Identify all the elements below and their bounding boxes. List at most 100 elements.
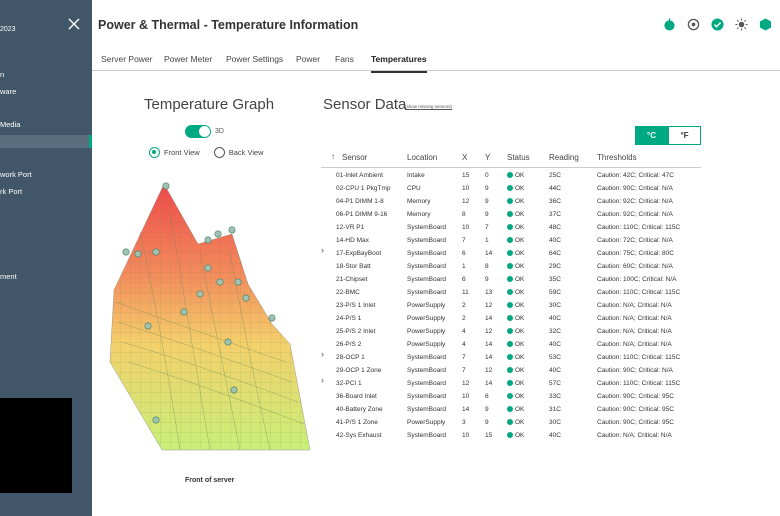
col-sensor[interactable]: Sensor bbox=[342, 153, 368, 162]
cell-y: 12 bbox=[485, 302, 493, 309]
table-row[interactable]: 21-Chipset SystemBoard 6 9 OK 35C Caution: 100… bbox=[321, 274, 701, 287]
cell-thresholds: Caution: 90C; Critical: N/A bbox=[597, 185, 673, 192]
sidebar-active-item[interactable] bbox=[0, 135, 92, 148]
table-row[interactable]: 25-P/S 2 Inlet PowerSupply 4 12 OK 32C Caution… bbox=[321, 326, 701, 339]
sort-up-icon[interactable]: ↑ bbox=[331, 152, 335, 161]
table-row[interactable]: 29-OCP 1 Zone SystemBoard 7 12 OK 40C Caution:… bbox=[321, 365, 701, 378]
table-row[interactable]: 41-P/S 1 Zone PowerSupply 3 9 OK 30C Caution: … bbox=[321, 417, 701, 430]
col-reading[interactable]: Reading bbox=[549, 153, 579, 162]
cell-status: OK bbox=[507, 406, 524, 413]
ok-status-icon bbox=[507, 224, 513, 230]
header-icons bbox=[662, 17, 772, 31]
table-row[interactable]: 18-Stor Batt SystemBoard 1 8 OK 29C Caution: 6… bbox=[321, 261, 701, 274]
table-row[interactable]: 40-Battery Zone SystemBoard 14 9 OK 31C Cautio… bbox=[321, 404, 701, 417]
table-row[interactable]: 26-P/S 2 PowerSupply 4 14 OK 40C Caution: N/A;… bbox=[321, 339, 701, 352]
tab-power-settings[interactable]: Power Settings bbox=[226, 54, 284, 64]
power-icon[interactable] bbox=[662, 17, 676, 31]
cell-y: 9 bbox=[485, 406, 489, 413]
cell-y: 9 bbox=[485, 276, 489, 283]
unit-toggle: °C °F bbox=[635, 126, 701, 145]
col-x[interactable]: X bbox=[462, 153, 468, 162]
cell-sensor: 17-ExpBayBoot bbox=[336, 250, 382, 257]
cell-status: OK bbox=[507, 172, 524, 179]
close-icon[interactable] bbox=[66, 16, 82, 32]
col-thresholds[interactable]: Thresholds bbox=[597, 153, 637, 162]
fahrenheit-button[interactable]: °F bbox=[668, 126, 701, 145]
cell-reading: 53C bbox=[549, 354, 561, 361]
cell-status: OK bbox=[507, 367, 524, 374]
cell-location: PowerSupply bbox=[407, 302, 446, 309]
table-row[interactable]: 24-P/S 1 PowerSupply 2 14 OK 40C Caution: N/A;… bbox=[321, 313, 701, 326]
ok-status-icon bbox=[507, 419, 513, 425]
cell-y: 14 bbox=[485, 315, 493, 322]
front-view-radio[interactable]: Front View bbox=[149, 147, 200, 158]
table-row[interactable]: 04-P1 DIMM 1-8 Memory 12 9 OK 36C Caution: 92C… bbox=[321, 196, 701, 209]
chevron-right-icon[interactable]: › bbox=[321, 375, 324, 385]
cell-status: OK bbox=[507, 198, 524, 205]
tab-power[interactable]: Power bbox=[296, 54, 321, 64]
sidebar-item[interactable]: ment bbox=[0, 272, 17, 281]
col-status[interactable]: Status bbox=[507, 153, 530, 162]
table-row[interactable]: 23-P/S 1 Inlet PowerSupply 2 12 OK 30C Caution… bbox=[321, 300, 701, 313]
security-icon[interactable] bbox=[758, 17, 772, 31]
sidebar-item[interactable]: work Port bbox=[0, 170, 32, 179]
table-row[interactable]: 22-BMC SystemBoard 11 13 OK 59C Caution: 110C;… bbox=[321, 287, 701, 300]
cell-reading: 25C bbox=[549, 172, 561, 179]
cell-x: 2 bbox=[462, 302, 466, 309]
table-row[interactable]: 12-VR P1 SystemBoard 10 7 OK 48C Caution: 110C… bbox=[321, 222, 701, 235]
table-row[interactable]: 42-Sys Exhaust SystemBoard 10 15 OK 40C Cautio… bbox=[321, 430, 701, 443]
cell-y: 1 bbox=[485, 237, 489, 244]
cell-location: PowerSupply bbox=[407, 315, 446, 322]
sidebar-preview bbox=[0, 398, 72, 493]
cell-status: OK bbox=[507, 224, 524, 231]
chevron-right-icon[interactable]: › bbox=[321, 349, 324, 359]
cell-status: OK bbox=[507, 250, 524, 257]
cell-thresholds: Caution: 110C; Critical: 115C bbox=[597, 224, 681, 231]
cell-status: OK bbox=[507, 380, 524, 387]
sidebar-item[interactable]: Media bbox=[0, 120, 21, 129]
table-row[interactable]: 01-Inlet Ambient Intake 15 0 OK 25C Caution: 4… bbox=[321, 170, 701, 183]
tab-server-power[interactable]: Server Power bbox=[101, 54, 153, 64]
sidebar-item[interactable]: ware bbox=[0, 87, 17, 96]
ok-status-icon bbox=[507, 328, 513, 334]
temperature-3d-graph[interactable] bbox=[100, 172, 320, 462]
table-row[interactable]: 14-HD Max SystemBoard 7 1 OK 40C Caution: 72C;… bbox=[321, 235, 701, 248]
table-row[interactable]: 32-PCI 1 SystemBoard 12 14 OK 57C Caution: 110… bbox=[321, 378, 701, 391]
table-row[interactable]: 28-OCP 1 SystemBoard 7 14 OK 53C Caution: 110C… bbox=[321, 352, 701, 365]
cell-y: 9 bbox=[485, 211, 489, 218]
table-row[interactable]: 06-P1 DIMM 9-16 Memory 8 9 OK 37C Caution: 92C… bbox=[321, 209, 701, 222]
show-missing-sensors-link[interactable]: (show missing sensors) bbox=[405, 104, 453, 109]
tab-temperatures[interactable]: Temperatures bbox=[371, 54, 427, 73]
uid-icon[interactable] bbox=[686, 17, 700, 31]
tab-power-meter[interactable]: Power Meter bbox=[164, 54, 213, 64]
cell-x: 6 bbox=[462, 276, 466, 283]
cell-thresholds: Caution: 60C; Critical: N/A bbox=[597, 263, 673, 270]
celsius-button[interactable]: °C bbox=[635, 126, 668, 145]
ok-status-icon bbox=[507, 211, 513, 217]
ok-status-icon bbox=[507, 198, 513, 204]
table-row[interactable]: 02-CPU 1 PkgTmp CPU 10 9 OK 44C Caution: 90C; … bbox=[321, 183, 701, 196]
col-y[interactable]: Y bbox=[485, 153, 491, 162]
chevron-right-icon[interactable]: › bbox=[321, 245, 324, 255]
cell-reading: 31C bbox=[549, 406, 561, 413]
sidebar-item[interactable]: n bbox=[0, 70, 5, 79]
table-row[interactable]: 36-Board Inlet SystemBoard 10 6 OK 33C Caution… bbox=[321, 391, 701, 404]
table-row[interactable]: 17-ExpBayBoot SystemBoard 6 14 OK 64C Caution:… bbox=[321, 248, 701, 261]
cell-y: 9 bbox=[485, 198, 489, 205]
front-view-label: Front View bbox=[164, 148, 200, 157]
cell-thresholds: Caution: 110C; Critical: 115C bbox=[597, 354, 681, 361]
brightness-icon[interactable] bbox=[734, 17, 748, 31]
sidebar-item[interactable]: rk Port bbox=[0, 187, 23, 196]
ok-status-icon bbox=[507, 172, 513, 178]
tab-fans[interactable]: Fans bbox=[335, 54, 354, 64]
cell-thresholds: Caution: 92C; Critical: N/A bbox=[597, 211, 673, 218]
cell-reading: 35C bbox=[549, 276, 561, 283]
3d-toggle[interactable] bbox=[185, 125, 211, 138]
cell-x: 12 bbox=[462, 380, 470, 387]
back-view-radio[interactable]: Back View bbox=[213, 147, 264, 158]
cell-x: 4 bbox=[462, 328, 466, 335]
cell-x: 2 bbox=[462, 315, 466, 322]
col-location[interactable]: Location bbox=[407, 153, 438, 162]
health-check-icon[interactable] bbox=[710, 17, 724, 31]
3d-toggle-label: 3D bbox=[215, 128, 224, 135]
